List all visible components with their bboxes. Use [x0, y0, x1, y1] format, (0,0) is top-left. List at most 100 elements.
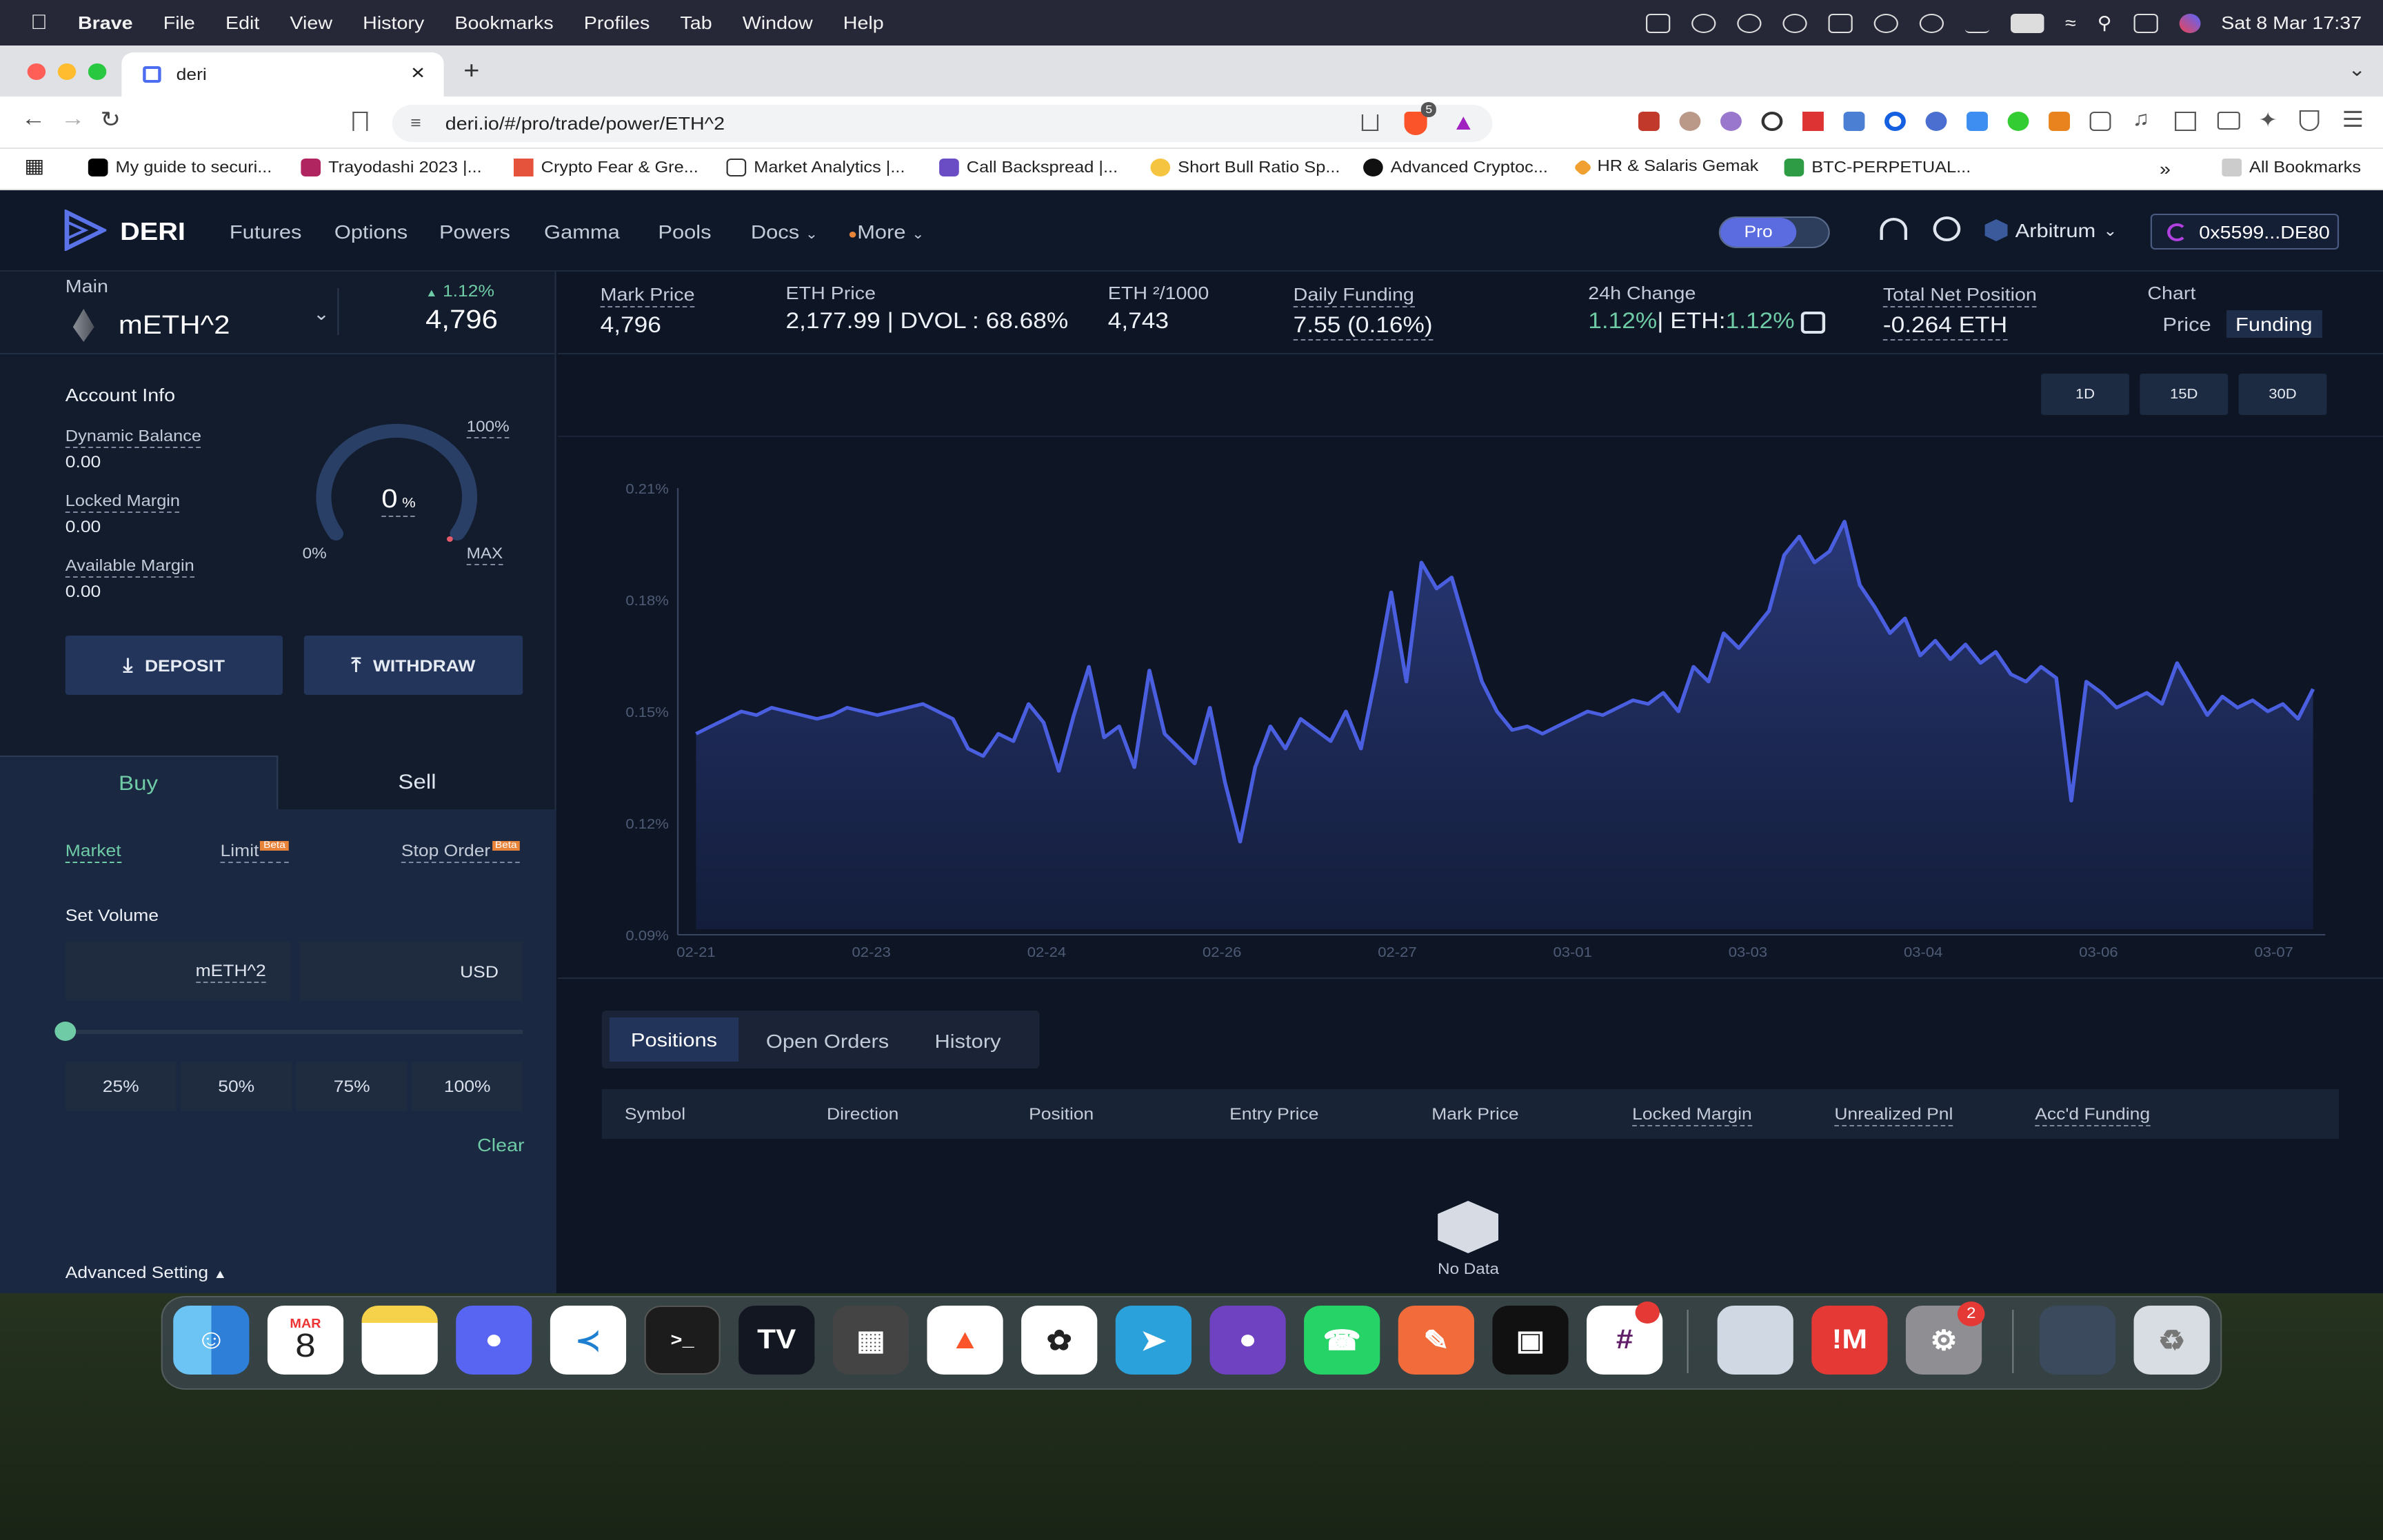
chart-price-tab[interactable]: Price [2162, 313, 2211, 335]
terminal-icon[interactable]: >_ [644, 1306, 721, 1375]
support-headset-icon[interactable] [1880, 218, 1908, 240]
bookmark-item[interactable]: Crypto Fear & Gre... [513, 159, 698, 176]
apps-icon[interactable]: ▦ [24, 154, 45, 176]
status-icon[interactable] [1645, 13, 1670, 32]
nav-more[interactable]: ●More ⌄ [847, 221, 925, 243]
finder-icon[interactable]: ☺ [173, 1306, 250, 1375]
share-icon[interactable] [1361, 114, 1379, 131]
bookmark-item[interactable]: Market Analytics |... [726, 159, 905, 176]
all-bookmarks[interactable]: All Bookmarks [2222, 159, 2361, 176]
preview-icon[interactable] [1717, 1306, 1793, 1375]
menu-tab[interactable]: Tab [663, 12, 712, 33]
menu-view[interactable]: View [272, 12, 332, 33]
menu-icon[interactable]: ☰ [2342, 109, 2364, 132]
extension-icon[interactable] [1679, 112, 1701, 131]
bookmark-item[interactable]: Short Bull Ratio Sp... [1150, 159, 1340, 176]
withdraw-button[interactable]: ⤒ WITHDRAW [303, 636, 523, 695]
wallet-icon[interactable] [2217, 112, 2240, 130]
status-icon[interactable] [1691, 13, 1716, 32]
instrument-selector[interactable]: Main mETH^2 ⌄ ▲ 1.12% 4,796 [0, 272, 556, 354]
tab-history[interactable]: History [934, 1030, 1001, 1052]
extension-icon[interactable] [1884, 112, 1906, 131]
brave-rewards-icon[interactable]: ▲ [1451, 112, 1476, 135]
deri-logo-icon[interactable] [64, 208, 108, 252]
metamask-icon[interactable] [2049, 112, 2070, 131]
status-icon[interactable] [1964, 13, 1989, 32]
nav-gamma[interactable]: Gamma [544, 221, 620, 243]
advanced-setting-toggle[interactable]: Advanced Setting ▲ [65, 1263, 228, 1282]
site-settings-icon[interactable]: ≡ [410, 113, 421, 132]
app-menu[interactable]: Brave [61, 12, 133, 33]
nav-futures[interactable]: Futures [229, 221, 302, 243]
brand-name[interactable]: DERI [120, 218, 185, 245]
pct-100-button[interactable]: 100% [412, 1062, 523, 1111]
brave-icon[interactable]: ▲ [927, 1306, 1003, 1375]
extension-icon[interactable] [1638, 112, 1660, 131]
discord-icon[interactable]: ● [456, 1306, 532, 1375]
tab-buy[interactable]: Buy [0, 756, 279, 811]
order-type-market[interactable]: Market [65, 841, 121, 863]
sidebar-icon[interactable] [2175, 112, 2196, 131]
menu-edit[interactable]: Edit [208, 12, 259, 33]
chevron-down-icon[interactable]: ⌄ [313, 303, 330, 324]
deposit-button[interactable]: ⤓ DEPOSIT [65, 636, 283, 695]
telegram-icon[interactable]: ➤ [1115, 1306, 1192, 1375]
battery-icon[interactable] [2010, 13, 2044, 32]
menu-history[interactable]: History [345, 12, 424, 33]
status-icon[interactable] [1736, 13, 1762, 32]
nav-options[interactable]: Options [334, 221, 408, 243]
tab-open-orders[interactable]: Open Orders [765, 1030, 889, 1052]
forward-icon[interactable]: → [61, 108, 86, 131]
extension-icon[interactable] [1925, 112, 1947, 131]
close-window-button[interactable] [27, 63, 46, 80]
network-selector[interactable]: Arbitrum ⌄ [1984, 219, 2118, 241]
address-bar[interactable]: ≡ deri.io/#/pro/trade/power/ETH^2 5 ▲ [392, 102, 1493, 142]
range-15d-button[interactable]: 15D [2140, 374, 2229, 415]
browser-tab[interactable]: deri ✕ [121, 52, 444, 97]
cube-app-icon[interactable]: ▣ [1492, 1306, 1569, 1375]
calculator-app-icon[interactable]: ▦ [832, 1306, 909, 1375]
music-icon[interactable]: ♫ [2132, 108, 2150, 131]
control-center-icon[interactable] [2133, 13, 2158, 32]
postman-icon[interactable]: ✎ [1398, 1306, 1474, 1375]
chart-funding-tab[interactable]: Funding [2226, 310, 2322, 338]
minimize-window-button[interactable] [57, 63, 77, 80]
tab-positions[interactable]: Positions [609, 1017, 739, 1062]
volume-input-meth[interactable]: mETH^2 [65, 942, 290, 1001]
bookmark-item[interactable]: Call Backspread |... [939, 159, 1118, 176]
datetime[interactable]: Sat 8 Mar 17:37 [2221, 12, 2362, 33]
vpn-icon[interactable] [2299, 110, 2320, 131]
extension-icon[interactable] [2007, 112, 2029, 131]
calculator-icon[interactable] [1801, 311, 1826, 334]
calendar-icon[interactable]: MAR 8 [267, 1306, 344, 1375]
order-type-stop[interactable]: Stop Order Beta [401, 841, 521, 863]
bookmark-item[interactable]: My guide to securi... [88, 159, 272, 176]
extension-icon[interactable] [1720, 112, 1742, 131]
github-desktop-icon[interactable]: ● [1209, 1306, 1286, 1375]
tab-search-icon[interactable]: ⌄ [2348, 58, 2366, 80]
bookmark-item[interactable]: Advanced Cryptoc... [1363, 159, 1548, 176]
whatsapp-icon[interactable]: ☎ [1304, 1306, 1380, 1375]
status-icon[interactable] [1782, 13, 1807, 32]
pro-toggle[interactable]: Pro [1718, 216, 1830, 248]
apple-icon[interactable]:  [30, 11, 48, 34]
trash-icon[interactable]: ♻ [2133, 1306, 2210, 1375]
close-tab-icon[interactable]: ✕ [410, 63, 426, 83]
funding-chart[interactable]: 0.21% 0.18% 0.15% 0.12% 0.09% 02-21 02-23 02-24… [578, 466, 2341, 976]
extensions-puzzle-icon[interactable] [2089, 112, 2111, 131]
stats-icon[interactable] [1828, 13, 1853, 32]
wifi-icon[interactable]: ≈ [2064, 12, 2076, 33]
play-icon[interactable] [1919, 13, 1944, 32]
menu-window[interactable]: Window [725, 12, 813, 33]
more-bookmarks-icon[interactable]: » [2160, 159, 2171, 179]
app-icon[interactable]: !M [1811, 1306, 1888, 1375]
volume-input-usd[interactable]: USD [299, 942, 523, 1001]
pct-25-button[interactable]: 25% [65, 1062, 177, 1111]
extension-icon[interactable] [1967, 112, 1988, 131]
chatgpt-icon[interactable]: ✿ [1021, 1306, 1098, 1375]
downloads-stack-icon[interactable] [2039, 1306, 2116, 1375]
reload-icon[interactable]: ↻ [100, 109, 121, 132]
nav-powers[interactable]: Powers [439, 221, 510, 243]
nav-docs[interactable]: Docs ⌄ [750, 221, 818, 243]
siri-icon[interactable] [2178, 13, 2200, 32]
